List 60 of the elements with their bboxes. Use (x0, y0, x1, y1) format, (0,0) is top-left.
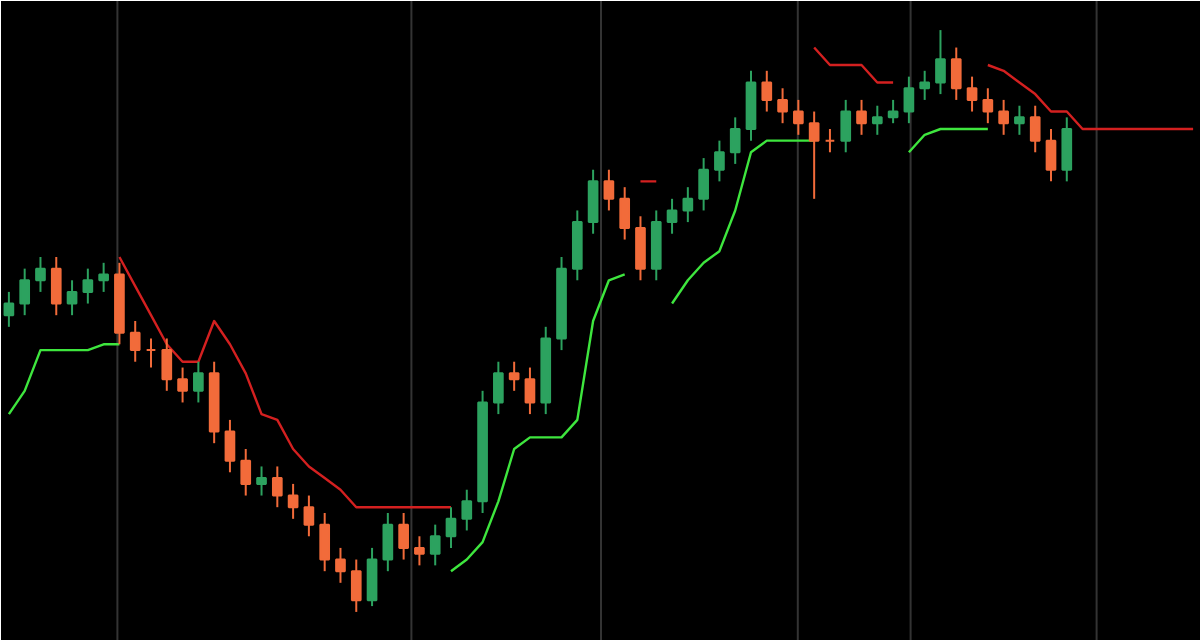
candlestick (177, 366, 188, 404)
candlestick (66, 279, 78, 317)
candlestick (571, 209, 583, 282)
candlestick (950, 46, 962, 101)
candlestick (1014, 104, 1025, 136)
candlestick (682, 186, 694, 224)
candlestick (50, 256, 62, 317)
candlestick (729, 116, 741, 165)
candlestick (350, 558, 362, 613)
candlestick (193, 360, 204, 404)
candlestick (382, 512, 394, 573)
candlestick (398, 512, 409, 561)
candlestick (461, 488, 473, 532)
candlestick (493, 360, 504, 416)
candlestick (319, 512, 331, 573)
candlestick (714, 139, 725, 183)
candlestick (1029, 104, 1041, 154)
candlestick (445, 506, 457, 549)
candlestick (429, 523, 441, 567)
candlestick (1045, 128, 1057, 183)
candlestick (3, 290, 15, 328)
candlestick (982, 87, 994, 125)
candlestick (603, 168, 615, 212)
candlestick (619, 186, 631, 241)
candlestick (793, 98, 804, 136)
candlestick (287, 482, 299, 520)
candlestick (508, 360, 520, 392)
candlestick (871, 104, 883, 136)
candlestick (761, 69, 773, 113)
candlestick (271, 465, 283, 509)
candlestick (240, 448, 252, 497)
candlestick (366, 546, 378, 608)
candlestick (856, 98, 867, 136)
candlestick (998, 98, 1009, 136)
candlestick (635, 215, 646, 282)
candlestick (524, 366, 536, 416)
candlestick (650, 209, 662, 282)
candlestick (1061, 116, 1073, 183)
candlestick (98, 261, 109, 293)
candlestick (256, 465, 267, 497)
candlestick (129, 320, 141, 363)
candlestick (19, 267, 31, 317)
candlestick (840, 98, 852, 154)
candlestick (808, 110, 820, 200)
candlestick (303, 494, 315, 538)
candlestick (903, 75, 915, 125)
candlestick (935, 29, 946, 96)
candlestick (161, 337, 173, 392)
candlestick (777, 87, 788, 125)
candlestick (919, 69, 931, 101)
candlestick (224, 418, 236, 474)
candlestick (82, 267, 94, 305)
candlestick (666, 197, 678, 235)
candlestick (698, 157, 709, 212)
candlestick (587, 168, 599, 235)
candlestick (414, 535, 425, 567)
candlestick (35, 256, 46, 293)
candlestick (335, 546, 346, 584)
candlestick (966, 75, 978, 113)
candlestick (745, 69, 757, 142)
